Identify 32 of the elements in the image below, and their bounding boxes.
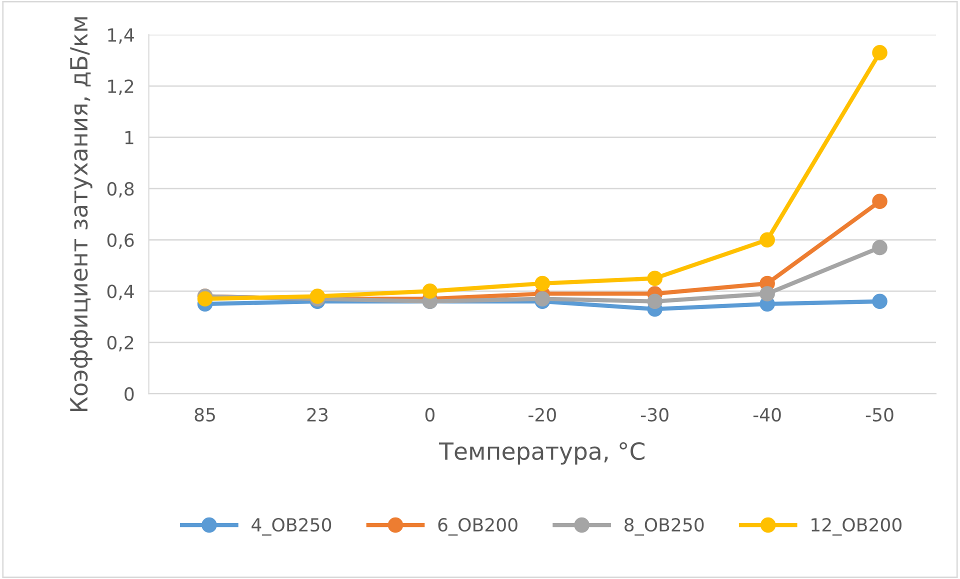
y-tick-label: 1,2 [108, 79, 134, 95]
x-tick-label: 23 [307, 408, 328, 422]
point [760, 286, 775, 302]
legend-label: 4_OB250 [252, 518, 332, 536]
point [534, 291, 550, 306]
point [422, 284, 438, 299]
point [760, 232, 775, 248]
y-tick-label: 0,4 [107, 284, 134, 300]
legend-label: 6_OB200 [438, 518, 518, 536]
x-tick-label: 85 [194, 408, 215, 422]
x-tick-label: -20 [528, 408, 556, 422]
y-tick-label: 1 [125, 131, 134, 144]
y-tick-label: 0 [124, 387, 134, 401]
y-axis-title: Коэффициент затухания, дБ/км [70, 17, 92, 412]
legend-label: 8_OB250 [624, 518, 704, 536]
x-tick-label: -30 [640, 408, 668, 422]
y-tick-label: 0,2 [107, 336, 134, 352]
x-tick-label: -40 [753, 408, 781, 422]
y-tick-label: 0,8 [107, 182, 134, 198]
legend-label: 12_OB200 [812, 518, 902, 536]
point [872, 240, 888, 256]
x-tick-label: 0 [425, 408, 434, 422]
x-tick-label: -50 [866, 408, 894, 422]
point [534, 276, 550, 292]
point [872, 45, 888, 60]
point [872, 194, 888, 210]
y-tick-label: 0,6 [107, 233, 134, 249]
point [647, 294, 662, 310]
x-axis-title: Температура, °C [438, 442, 644, 465]
point [872, 294, 888, 310]
y-tick-label: 1,4 [108, 28, 134, 44]
point [647, 270, 662, 286]
